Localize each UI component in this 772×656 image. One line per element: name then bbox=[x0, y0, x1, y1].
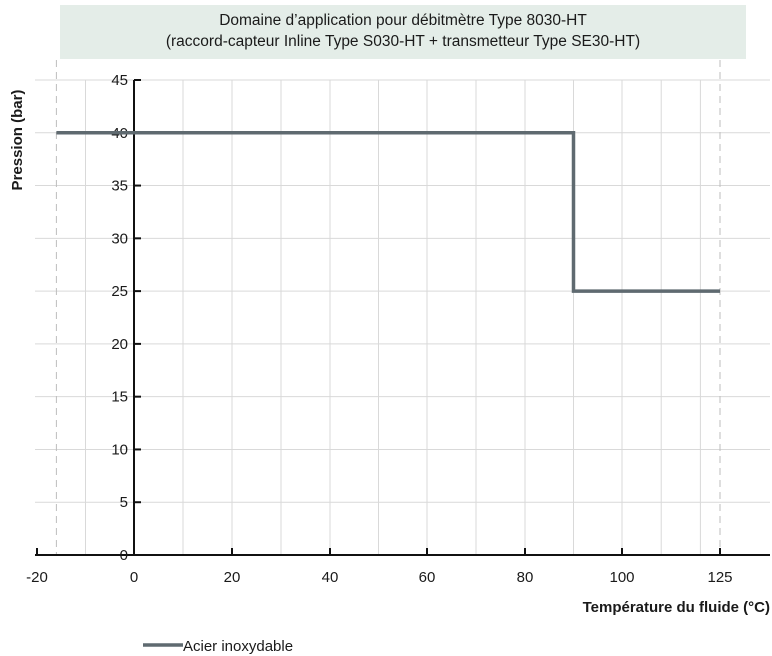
axes bbox=[35, 80, 770, 556]
x-tick-label: -20 bbox=[26, 569, 48, 586]
x-tick-label: 20 bbox=[224, 569, 241, 586]
chart-title-line1: Domaine d’application pour débitmètre Ty… bbox=[219, 12, 587, 29]
x-tick-label: 80 bbox=[517, 569, 534, 586]
chart-title-line2: (raccord-capteur Inline Type S030-HT + t… bbox=[165, 33, 641, 50]
y-tick-label: 5 bbox=[120, 494, 128, 511]
y-tick-label: 30 bbox=[111, 230, 128, 247]
y-tick-label: 10 bbox=[111, 441, 128, 458]
chart-title: Domaine d’application pour débitmètre Ty… bbox=[60, 5, 746, 59]
y-tick-label: 35 bbox=[111, 178, 128, 195]
legend-label: Acier inoxydable bbox=[183, 638, 293, 655]
x-tick-label: 60 bbox=[419, 569, 436, 586]
legend: Acier inoxydable bbox=[143, 638, 293, 655]
x-tick-label: 40 bbox=[322, 569, 339, 586]
y-tick-label: 15 bbox=[111, 389, 128, 406]
y-tick-label: 25 bbox=[111, 283, 128, 300]
series bbox=[56, 131, 720, 293]
y-axis-title: Pression (bar) bbox=[9, 90, 26, 191]
series-line bbox=[56, 131, 720, 293]
x-tick-label: 125 bbox=[707, 569, 732, 586]
x-tick-label: 100 bbox=[609, 569, 634, 586]
x-tick-label: 0 bbox=[130, 569, 138, 586]
y-tick-label: 20 bbox=[111, 336, 128, 353]
y-tick-label: 45 bbox=[111, 72, 128, 89]
y-tick-label: 0 bbox=[120, 547, 128, 564]
x-axis-title: Température du fluide (°C) bbox=[583, 599, 770, 616]
